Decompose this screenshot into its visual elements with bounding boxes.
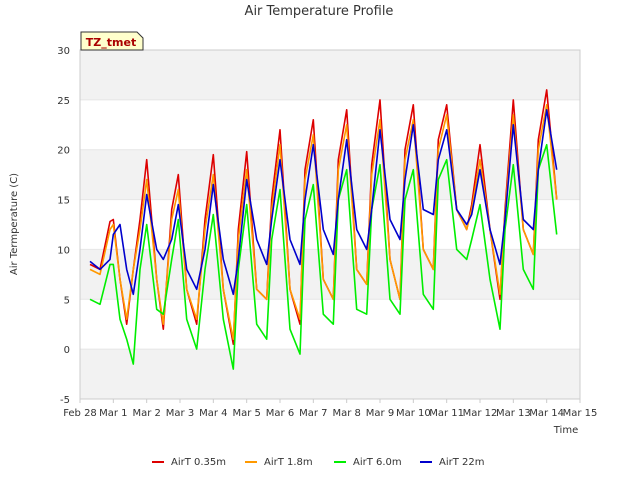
x-tick-label: Mar 2 bbox=[132, 408, 160, 419]
x-tick-label: Mar 4 bbox=[199, 408, 227, 419]
y-tick-label: 20 bbox=[57, 146, 70, 157]
legend-label: AirT 1.8m bbox=[264, 457, 313, 468]
y-tick-label: 25 bbox=[57, 96, 70, 107]
x-tick-label: Mar 15 bbox=[563, 408, 598, 419]
x-axis-label: Time bbox=[553, 425, 578, 436]
y-axis-label: Air Termperature (C) bbox=[9, 173, 20, 275]
x-tick-label: Mar 6 bbox=[266, 408, 294, 419]
x-tick-label: Mar 12 bbox=[463, 408, 498, 419]
grid-band bbox=[80, 50, 580, 100]
y-tick-label: 5 bbox=[64, 295, 70, 306]
x-tick-label: Mar 11 bbox=[429, 408, 464, 419]
chart-title: Air Temperature Profile bbox=[245, 4, 394, 19]
y-tick-label: 15 bbox=[57, 196, 70, 207]
grid-band bbox=[80, 149, 580, 200]
series-line bbox=[89, 109, 558, 296]
x-tick-label: Mar 9 bbox=[366, 408, 394, 419]
x-tick-label: Feb 28 bbox=[63, 408, 97, 419]
x-tick-label: Mar 5 bbox=[232, 408, 260, 419]
y-tick-label: 30 bbox=[57, 46, 70, 57]
legend-label: AirT 6.0m bbox=[353, 457, 402, 468]
x-tick-label: Mar 3 bbox=[166, 408, 194, 419]
legend-label: AirT 0.35m bbox=[171, 457, 226, 468]
x-tick-label: Mar 10 bbox=[396, 408, 431, 419]
grid-band bbox=[80, 349, 580, 399]
x-tick-label: Mar 13 bbox=[496, 408, 531, 419]
x-tick-label: Mar 14 bbox=[529, 408, 564, 419]
x-tick-label: Mar 1 bbox=[99, 408, 127, 419]
legend-label: AirT 22m bbox=[439, 457, 484, 468]
y-tick-label: -5 bbox=[60, 395, 70, 406]
x-tick-label: Mar 7 bbox=[299, 408, 327, 419]
x-tick-label: Mar 8 bbox=[332, 408, 360, 419]
site-label-box: TZ_tmet bbox=[80, 31, 144, 51]
series-line bbox=[89, 143, 558, 370]
y-tick-label: 0 bbox=[64, 345, 70, 356]
legend: AirT 0.35m AirT 1.8m AirT 6.0m AirT 22m bbox=[152, 457, 484, 468]
y-tick-label: 10 bbox=[57, 245, 70, 256]
site-label: TZ_tmet bbox=[86, 36, 136, 49]
series-line bbox=[89, 104, 558, 341]
